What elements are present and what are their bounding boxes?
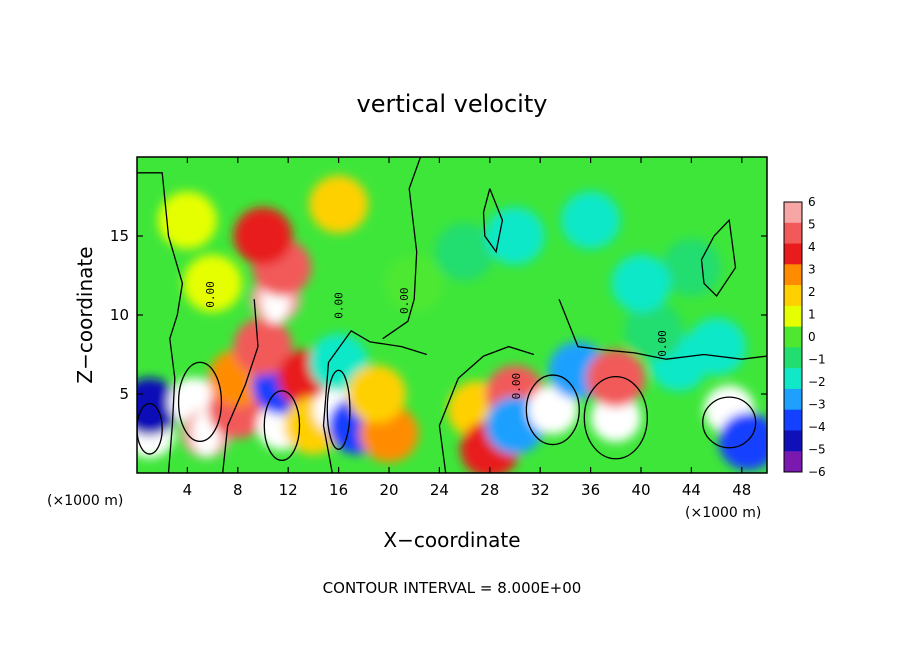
colorbar-swatch: [784, 368, 802, 390]
field-cell: [183, 254, 243, 313]
colorbar-swatch: [784, 347, 802, 369]
colorbar-label: 6: [808, 195, 816, 209]
colorbar-swatch: [784, 243, 802, 265]
x-tick-label: 8: [233, 481, 243, 499]
field-cell: [346, 365, 406, 423]
colorbar-swatch: [784, 305, 802, 328]
contour-label: 0.00: [398, 288, 411, 315]
field-cell: [561, 191, 621, 249]
colorbar-label: 1: [808, 308, 816, 322]
x-tick-label: 44: [682, 481, 701, 499]
x-tick-label: 48: [732, 481, 751, 499]
contour-loop: [583, 375, 648, 460]
contour-interval-note: CONTOUR INTERVAL = 8.000E+00: [323, 579, 582, 597]
colorbar-label: 0: [808, 330, 816, 344]
contour-line: [137, 172, 184, 473]
contour-line: [700, 218, 737, 298]
colorbar-label: 4: [808, 240, 816, 254]
contour-loop: [702, 396, 757, 449]
y-tick-label: 5: [119, 385, 129, 403]
field-cell: [137, 377, 180, 436]
contour-label: 0.00: [656, 330, 669, 357]
field-cell: [233, 317, 293, 376]
x-tick-label: 40: [631, 481, 650, 499]
field-cell: [435, 223, 495, 281]
colorbar-label: 3: [808, 263, 816, 277]
colorbar-swatch: [784, 202, 802, 224]
contour-label: 0.00: [510, 373, 523, 400]
contour-loop: [525, 374, 580, 446]
plot-area: [137, 157, 767, 473]
contour-label: 0.00: [204, 281, 217, 308]
x-axis-ticks: 4 8 12 16 20 24 28 32 36 40 44 48: [183, 157, 751, 499]
x-tick-label: 4: [183, 481, 193, 499]
colorbar-swatch: [784, 326, 802, 348]
field-cell: [309, 175, 369, 234]
contour-line: [322, 329, 427, 473]
colorbar-label: −2: [808, 375, 826, 389]
x-axis-label: X−coordinate: [383, 528, 520, 552]
x-tick-label: 12: [279, 481, 298, 499]
colorbar-label: −3: [808, 398, 826, 412]
colorbar-swatch: [784, 264, 802, 286]
contour-line: [438, 345, 535, 473]
zero-contours: [137, 157, 767, 473]
field-cell: [611, 254, 671, 313]
x-tick-label: 20: [379, 481, 398, 499]
field-cell: [384, 254, 444, 313]
x-unit-right: (×1000 m): [685, 505, 761, 521]
field-cell: [687, 317, 747, 376]
y-axis-ticks: 5 10 15: [110, 227, 767, 403]
field-core: [538, 386, 567, 434]
x-tick-label: 32: [531, 481, 550, 499]
contour-loop: [326, 369, 351, 450]
field-cell: [586, 349, 646, 407]
field-cell: [624, 302, 684, 360]
contour-loop: [263, 390, 301, 462]
y-tick-label: 15: [110, 227, 129, 245]
contour-labels: 0.00 0.00 0.00 0.00 0.00: [204, 281, 669, 399]
colorbar-label: −5: [808, 443, 826, 457]
colorbar-swatch: [784, 430, 802, 452]
chart-title: vertical velocity: [357, 90, 548, 118]
x-tick-label: 28: [480, 481, 499, 499]
colorbar-label: −1: [808, 353, 826, 367]
colorbar-label: 5: [808, 218, 816, 232]
velocity-field: [137, 175, 767, 473]
contour-line: [222, 299, 259, 473]
colorbar-swatch: [784, 388, 802, 411]
field-cell: [157, 191, 217, 249]
colorbar-swatch: [784, 222, 802, 245]
x-tick-label: 24: [430, 481, 449, 499]
colorbar-label: −4: [808, 420, 826, 434]
contour-line: [482, 188, 504, 254]
y-tick-label: 10: [110, 306, 129, 324]
x-tick-label: 36: [581, 481, 600, 499]
field-cell: [661, 238, 721, 297]
colorbar-swatch: [784, 451, 802, 473]
contour-label: 0.00: [332, 292, 345, 319]
x-tick-label: 16: [329, 481, 348, 499]
contour-loop: [177, 361, 223, 443]
colorbar-swatch: [784, 409, 802, 431]
field-cell: [485, 207, 545, 265]
contour-line: [382, 157, 422, 340]
colorbar-frame: [783, 201, 803, 473]
contour-loop: [137, 402, 163, 455]
field-cell: [233, 207, 293, 265]
field-cell: [718, 412, 767, 471]
colorbar-label: 2: [808, 285, 816, 299]
colorbar-swatch: [784, 285, 802, 307]
colorbar: 6 5 4 3 2 1 0 −1 −2 −3 −4 −5 −6: [783, 195, 826, 479]
y-axis-label: Z−coordinate: [73, 246, 97, 383]
contour-line: [558, 298, 767, 360]
colorbar-label: −6: [808, 465, 826, 479]
x-unit-left: (×1000 m): [47, 493, 123, 509]
